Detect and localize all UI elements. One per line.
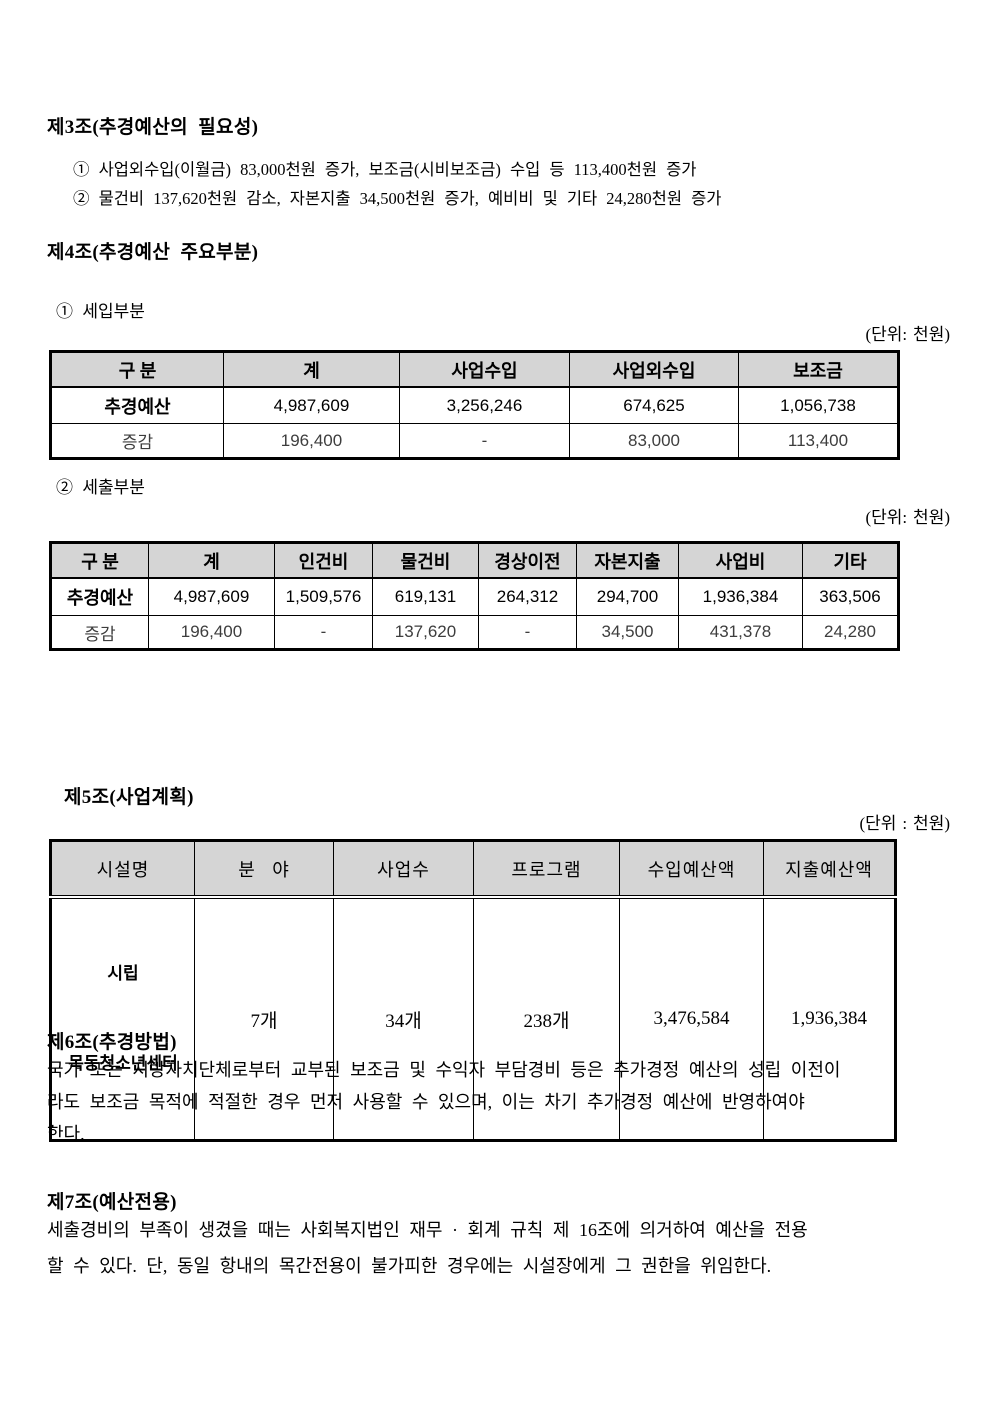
table-cell: 1,509,576 — [274, 577, 373, 616]
table-header-cell: 계 — [148, 542, 275, 579]
table-cell: 113,400 — [738, 423, 899, 459]
table-header-cell: 시설명 — [50, 840, 195, 899]
table-cell: 34개 — [333, 896, 474, 1141]
table-cell: 137,620 — [372, 615, 479, 650]
table-header-cell: 사업외수입 — [569, 351, 739, 388]
revenue-unit-label: (단위: 천원) — [865, 325, 950, 344]
table-cell: 3,476,584 — [619, 896, 764, 1141]
facility-name-line1: 시립 — [107, 964, 139, 983]
table-cell: 1,056,738 — [738, 386, 899, 424]
article6-heading: 제6조(추경방법) — [47, 1032, 177, 1053]
table-cell: - — [399, 423, 570, 459]
revenue-table-header-row: 구 분 계 사업수입 사업외수입 보조금 — [50, 351, 899, 388]
article6-paragraph-line: 라도 보조금 목적에 적절한 경우 먼저 사용할 수 있으며, 이는 차기 추가… — [47, 1092, 805, 1112]
table-cell: 264,312 — [478, 577, 577, 616]
table-header-cell: 프로그램 — [473, 840, 620, 899]
table-cell: 619,131 — [372, 577, 479, 616]
table-row: 추경예산 4,987,609 3,256,246 674,625 1,056,7… — [50, 386, 899, 424]
article7-paragraph-line: 세출경비의 부족이 생겼을 때는 사회복지법인 재무 · 회계 규칙 제 16조… — [47, 1220, 808, 1240]
table-header-cell: 자본지출 — [576, 542, 679, 579]
article5-heading: 제5조(사업계획) — [64, 787, 194, 808]
row-label: 추경예산 — [50, 577, 149, 616]
table-row: 증감 196,400 - 83,000 113,400 — [50, 423, 899, 459]
table-cell: - — [274, 615, 373, 650]
expenditure-table: 구 분 계 인건비 물건비 경상이전 자본지출 사업비 기타 추경예산 4,98… — [49, 541, 900, 651]
row-label: 증감 — [50, 615, 149, 650]
table-cell: 431,378 — [678, 615, 803, 650]
expenditure-unit-label: (단위: 천원) — [865, 508, 950, 527]
row-label: 추경예산 — [50, 386, 224, 424]
table-cell: 238개 — [473, 896, 620, 1141]
table-cell: 196,400 — [223, 423, 400, 459]
table-header-cell: 물건비 — [372, 542, 479, 579]
table-header-cell: 구 분 — [50, 351, 224, 388]
table-row: 추경예산 4,987,609 1,509,576 619,131 264,312… — [50, 577, 899, 616]
table-cell: 1,936,384 — [763, 896, 896, 1141]
table-cell: 674,625 — [569, 386, 739, 424]
article7-paragraph-line: 할 수 있다. 단, 동일 항내의 목간전용이 불가피한 경우에는 시설장에게 … — [47, 1256, 772, 1276]
table-cell: 196,400 — [148, 615, 275, 650]
table-cell: 3,256,246 — [399, 386, 570, 424]
table-cell: 4,987,609 — [148, 577, 275, 616]
table-row: 시립 목동청소년센터 7개 34개 238개 3,476,584 1,936,3… — [50, 896, 896, 1141]
table-header-cell: 사업수 — [333, 840, 474, 899]
revenue-section-label: ① 세입부분 — [56, 302, 145, 321]
table-cell: 34,500 — [576, 615, 679, 650]
table-header-cell: 경상이전 — [478, 542, 577, 579]
table-cell: 24,280 — [802, 615, 899, 650]
table-header-cell: 지출예산액 — [763, 840, 896, 899]
table-cell: - — [478, 615, 577, 650]
article7-heading: 제7조(예산전용) — [47, 1192, 177, 1213]
article3-item-1: ① 사업외수입(이월금) 83,000천원 증가, 보조금(시비보조금) 수입 … — [73, 160, 697, 179]
article3-item-2: ② 물건비 137,620천원 감소, 자본지출 34,500천원 증가, 예비… — [73, 189, 722, 208]
table-header-cell: 사업수입 — [399, 351, 570, 388]
row-label: 증감 — [50, 423, 224, 459]
plan-unit-label: (단위 : 천원) — [859, 814, 950, 833]
facility-name: 시립 목동청소년센터 — [50, 896, 195, 1141]
business-plan-table: 시설명 분 야 사업수 프로그램 수입예산액 지출예산액 시립 목동청소년센터 … — [49, 839, 897, 1142]
table-header-cell: 사업비 — [678, 542, 803, 579]
table-cell: 83,000 — [569, 423, 739, 459]
table-header-cell: 수입예산액 — [619, 840, 764, 899]
plan-table-header-row: 시설명 분 야 사업수 프로그램 수입예산액 지출예산액 — [50, 840, 896, 899]
table-header-cell: 계 — [223, 351, 400, 388]
table-header-cell: 보조금 — [738, 351, 899, 388]
table-cell: 1,936,384 — [678, 577, 803, 616]
article6-paragraph-line: 국가 또는 지방자치단체로부터 교부된 보조금 및 수익자 부담경비 등은 추가… — [47, 1060, 841, 1080]
expenditure-section-label: ② 세출부분 — [56, 478, 145, 497]
article6-paragraph-line: 한다. — [47, 1124, 85, 1144]
table-header-cell: 기타 — [802, 542, 899, 579]
table-row: 증감 196,400 - 137,620 - 34,500 431,378 24… — [50, 615, 899, 650]
table-cell: 294,700 — [576, 577, 679, 616]
expenditure-table-header-row: 구 분 계 인건비 물건비 경상이전 자본지출 사업비 기타 — [50, 542, 899, 579]
article3-heading: 제3조(추경예산의 필요성) — [47, 117, 259, 138]
table-header-cell: 분 야 — [194, 840, 334, 899]
table-header-cell: 인건비 — [274, 542, 373, 579]
table-cell: 4,987,609 — [223, 386, 400, 424]
revenue-table: 구 분 계 사업수입 사업외수입 보조금 추경예산 4,987,609 3,25… — [49, 350, 900, 460]
facility-name-line2: 목동청소년센터 — [68, 1054, 178, 1073]
table-header-cell: 구 분 — [50, 542, 149, 579]
table-cell: 363,506 — [802, 577, 899, 616]
article4-heading: 제4조(추경예산 주요부분) — [47, 242, 259, 263]
